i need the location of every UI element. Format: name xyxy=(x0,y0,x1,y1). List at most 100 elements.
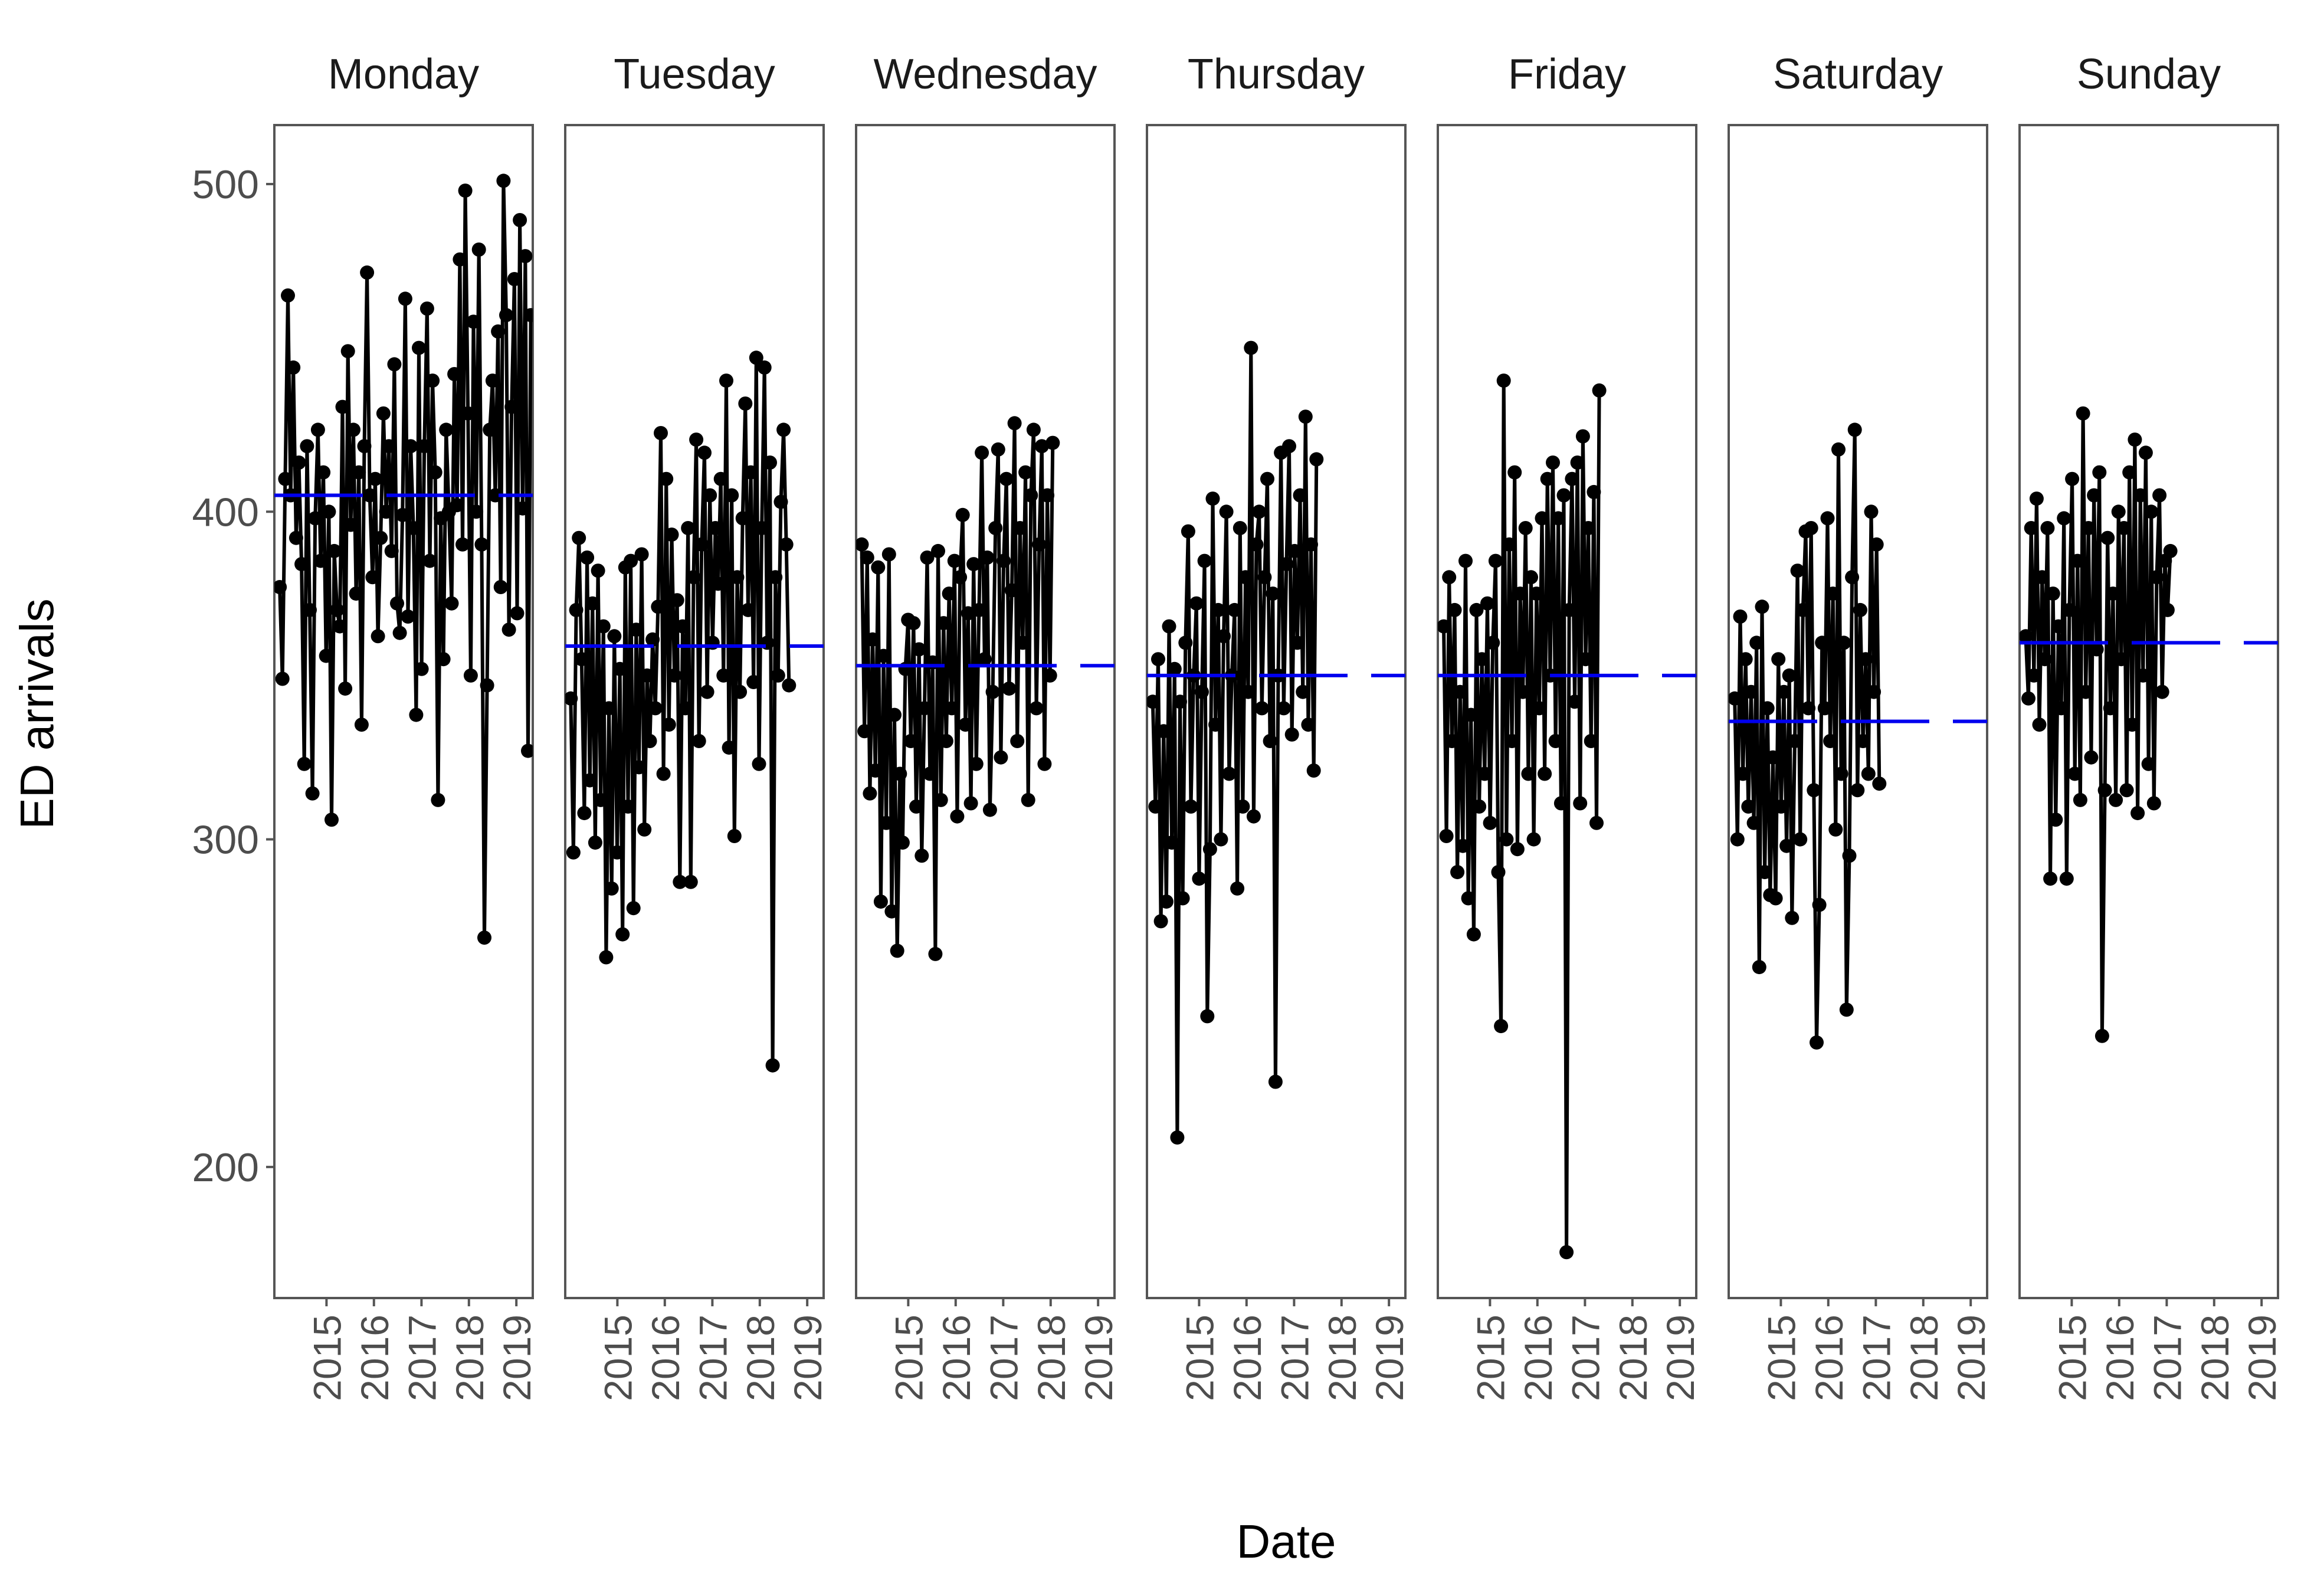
data-point xyxy=(2057,511,2071,526)
data-point xyxy=(2062,602,2077,617)
data-point xyxy=(332,619,347,634)
x-tick-label: 2017 xyxy=(1273,1315,1316,1401)
data-point xyxy=(305,786,320,801)
data-point xyxy=(310,422,325,437)
data-point xyxy=(357,439,372,454)
data-point xyxy=(1573,796,1588,811)
panel-title: Sunday xyxy=(2077,51,2221,98)
data-point xyxy=(1287,543,1302,558)
data-point xyxy=(1438,619,1451,634)
data-point xyxy=(2059,871,2074,886)
data-point xyxy=(1755,599,1769,614)
data-point xyxy=(939,734,953,748)
data-point xyxy=(738,396,753,411)
data-point xyxy=(1521,766,1536,781)
data-point xyxy=(1178,635,1193,650)
data-point xyxy=(1159,894,1174,909)
x-tick-label: 2016 xyxy=(644,1315,687,1401)
data-point xyxy=(626,901,641,916)
data-point xyxy=(390,596,404,611)
panel-data xyxy=(1147,340,1405,1145)
data-point xyxy=(887,707,902,722)
data-point xyxy=(1529,586,1544,601)
data-point xyxy=(982,802,997,817)
data-point xyxy=(961,606,975,621)
data-point xyxy=(2040,521,2055,535)
data-point xyxy=(881,547,896,562)
data-point xyxy=(1227,602,1242,617)
data-point xyxy=(893,766,907,781)
data-point xyxy=(1752,960,1766,975)
data-point xyxy=(2103,701,2118,716)
data-point xyxy=(1464,707,1479,722)
data-point xyxy=(401,609,415,624)
data-point xyxy=(1254,701,1269,716)
data-point xyxy=(1184,799,1198,814)
data-point xyxy=(1853,602,1867,617)
data-point xyxy=(1837,635,1851,650)
data-point xyxy=(392,625,407,640)
data-point xyxy=(866,632,880,647)
panel-title: Friday xyxy=(1508,51,1626,98)
data-point xyxy=(909,799,923,814)
panel-data xyxy=(1438,373,1696,1260)
data-point xyxy=(1480,596,1494,611)
x-tick-label: 2016 xyxy=(1516,1315,1560,1401)
data-point xyxy=(1453,684,1467,699)
data-point xyxy=(969,756,984,771)
data-point xyxy=(2155,684,2169,699)
data-point xyxy=(972,602,986,617)
data-point xyxy=(483,422,497,437)
data-point xyxy=(667,668,682,683)
x-tick-label: 2015 xyxy=(2050,1315,2094,1401)
data-point xyxy=(873,894,888,909)
data-point xyxy=(585,596,600,611)
data-point xyxy=(651,599,666,614)
data-point xyxy=(572,530,586,545)
data-point xyxy=(1181,524,1195,539)
data-point xyxy=(1785,910,1800,925)
data-point xyxy=(917,701,932,716)
data-point xyxy=(2021,691,2036,706)
data-point xyxy=(1268,1074,1283,1089)
data-point xyxy=(419,301,434,316)
data-point xyxy=(1825,586,1840,601)
data-point xyxy=(365,570,380,585)
data-point xyxy=(1202,842,1217,857)
data-point xyxy=(1736,766,1751,781)
data-point xyxy=(1298,409,1313,424)
data-point xyxy=(1776,684,1791,699)
x-tick-label: 2018 xyxy=(1320,1315,1364,1401)
data-point xyxy=(387,357,402,372)
data-point xyxy=(496,173,511,188)
data-point xyxy=(1782,668,1797,683)
data-point xyxy=(2138,445,2153,460)
data-point xyxy=(607,629,622,644)
data-point xyxy=(1744,684,1758,699)
data-point xyxy=(868,763,883,778)
data-point xyxy=(2100,530,2115,545)
data-point xyxy=(942,586,956,601)
data-point xyxy=(2084,750,2099,765)
panel-friday: Friday 2015 2016 2017 2018 2019 xyxy=(1437,51,1702,1401)
data-point xyxy=(975,445,989,460)
data-point xyxy=(1592,383,1607,398)
data-point xyxy=(2114,652,2129,667)
data-point xyxy=(1208,717,1223,732)
data-point xyxy=(1195,684,1209,699)
data-point xyxy=(708,521,723,535)
data-point xyxy=(485,373,500,388)
data-point xyxy=(1153,914,1168,929)
data-point xyxy=(1790,563,1805,578)
data-point xyxy=(499,308,513,323)
data-point xyxy=(2160,602,2175,617)
data-point xyxy=(596,619,611,634)
data-point xyxy=(504,399,519,414)
data-point xyxy=(384,543,399,558)
data-point xyxy=(1151,652,1165,667)
data-point xyxy=(856,537,869,552)
data-point xyxy=(686,570,701,585)
data-point xyxy=(2020,629,2033,644)
data-point xyxy=(1856,734,1870,748)
data-point xyxy=(2116,521,2131,535)
